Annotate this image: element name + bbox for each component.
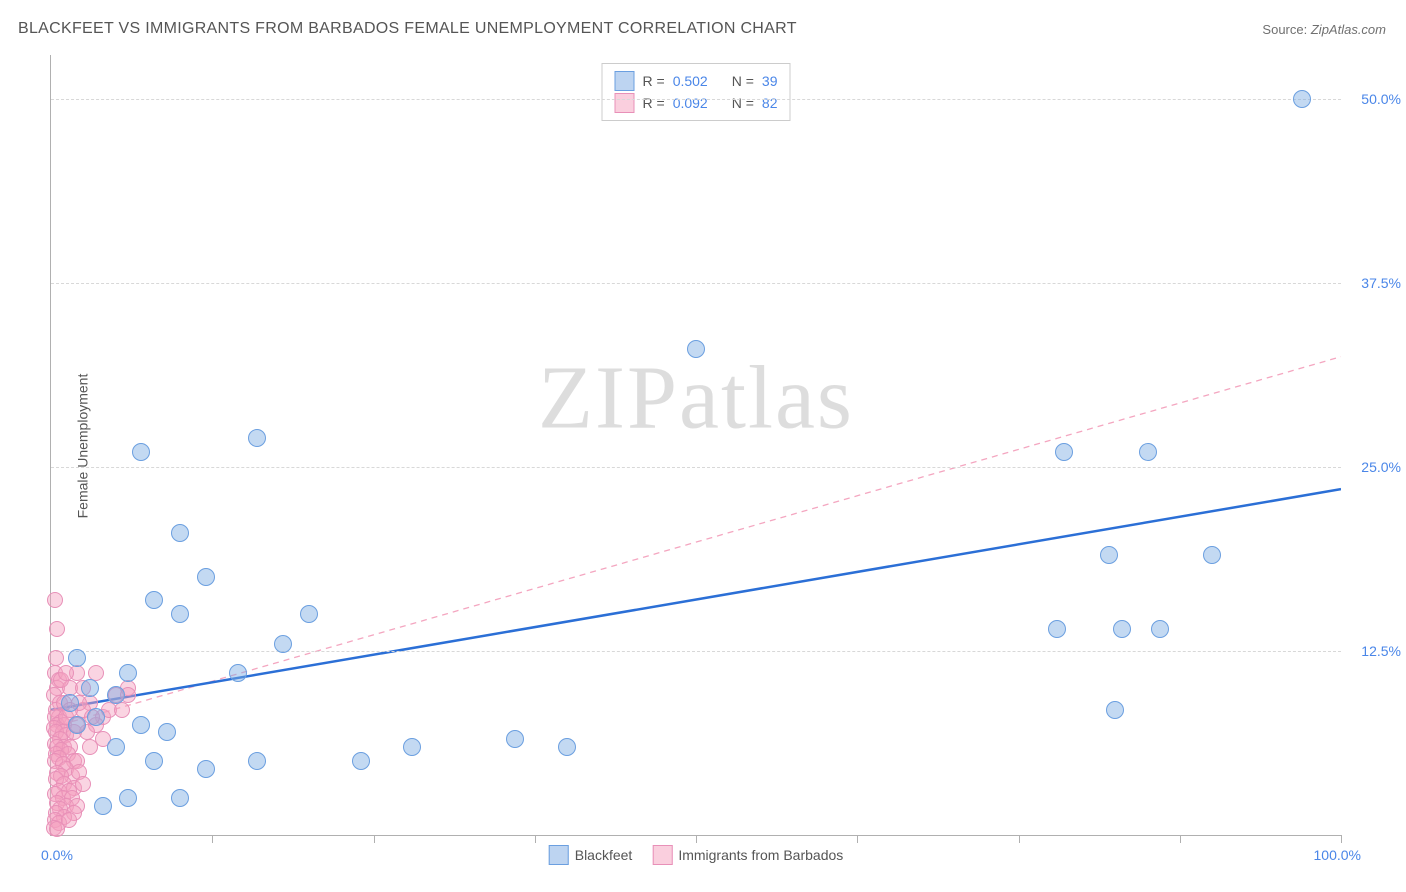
swatch-pink xyxy=(652,845,672,865)
data-point-blue xyxy=(107,686,125,704)
y-tick-label: 50.0% xyxy=(1361,91,1401,107)
data-point-pink xyxy=(47,592,63,608)
legend-stats: R = 0.502 N = 39 R = 0.092 N = 82 xyxy=(602,63,791,121)
legend-label-pink: Immigrants from Barbados xyxy=(678,847,843,863)
data-point-blue xyxy=(300,605,318,623)
data-point-blue xyxy=(68,716,86,734)
watermark-zip: ZIP xyxy=(538,349,679,448)
data-point-blue xyxy=(197,568,215,586)
data-point-blue xyxy=(145,591,163,609)
grid-line xyxy=(51,283,1341,284)
data-point-blue xyxy=(403,738,421,756)
swatch-blue xyxy=(615,71,635,91)
data-point-blue xyxy=(1106,701,1124,719)
data-point-blue xyxy=(1113,620,1131,638)
data-point-blue xyxy=(171,605,189,623)
x-tick xyxy=(857,835,858,843)
watermark-atlas: atlas xyxy=(679,349,854,448)
r-label: R = xyxy=(643,92,665,114)
legend-label-blue: Blackfeet xyxy=(575,847,633,863)
data-point-blue xyxy=(158,723,176,741)
grid-line xyxy=(51,467,1341,468)
data-point-blue xyxy=(87,708,105,726)
data-point-blue xyxy=(171,789,189,807)
source-label: Source: xyxy=(1262,22,1307,37)
source-attribution: Source: ZipAtlas.com xyxy=(1262,22,1386,37)
chart-title: BLACKFEET VS IMMIGRANTS FROM BARBADOS FE… xyxy=(18,20,797,38)
x-tick xyxy=(1180,835,1181,843)
r-value-pink: 0.092 xyxy=(673,92,708,114)
r-label: R = xyxy=(643,70,665,92)
data-point-pink xyxy=(49,821,65,837)
grid-line xyxy=(51,651,1341,652)
x-tick xyxy=(696,835,697,843)
source-value: ZipAtlas.com xyxy=(1311,22,1386,37)
data-point-blue xyxy=(1139,443,1157,461)
data-point-blue xyxy=(81,679,99,697)
data-point-blue xyxy=(1100,546,1118,564)
n-label: N = xyxy=(732,70,754,92)
data-point-blue xyxy=(1055,443,1073,461)
data-point-blue xyxy=(119,664,137,682)
data-point-pink xyxy=(75,776,91,792)
data-point-blue xyxy=(248,429,266,447)
legend-series: Blackfeet Immigrants from Barbados xyxy=(549,845,844,865)
x-tick xyxy=(212,835,213,843)
data-point-blue xyxy=(68,649,86,667)
data-point-blue xyxy=(61,694,79,712)
n-value-pink: 82 xyxy=(762,92,778,114)
data-point-blue xyxy=(145,752,163,770)
data-point-pink xyxy=(49,621,65,637)
data-point-pink xyxy=(58,665,74,681)
data-point-blue xyxy=(119,789,137,807)
legend-stats-row-blue: R = 0.502 N = 39 xyxy=(615,70,778,92)
data-point-blue xyxy=(197,760,215,778)
data-point-blue xyxy=(1293,90,1311,108)
data-point-blue xyxy=(132,716,150,734)
data-point-pink xyxy=(114,702,130,718)
data-point-pink xyxy=(48,650,64,666)
x-tick xyxy=(1019,835,1020,843)
data-point-blue xyxy=(352,752,370,770)
swatch-blue xyxy=(549,845,569,865)
x-tick xyxy=(535,835,536,843)
data-point-blue xyxy=(171,524,189,542)
data-point-blue xyxy=(248,752,266,770)
data-point-blue xyxy=(1048,620,1066,638)
x-tick-max: 100.0% xyxy=(1314,847,1361,863)
data-point-blue xyxy=(558,738,576,756)
n-value-blue: 39 xyxy=(762,70,778,92)
data-point-blue xyxy=(1151,620,1169,638)
legend-stats-row-pink: R = 0.092 N = 82 xyxy=(615,92,778,114)
x-tick-min: 0.0% xyxy=(41,847,73,863)
y-tick-label: 25.0% xyxy=(1361,459,1401,475)
data-point-blue xyxy=(132,443,150,461)
r-value-blue: 0.502 xyxy=(673,70,708,92)
grid-line xyxy=(51,99,1341,100)
watermark: ZIPatlas xyxy=(538,347,854,450)
data-point-blue xyxy=(1203,546,1221,564)
data-point-blue xyxy=(687,340,705,358)
y-tick-label: 12.5% xyxy=(1361,643,1401,659)
data-point-blue xyxy=(506,730,524,748)
legend-item-pink: Immigrants from Barbados xyxy=(652,845,843,865)
x-tick xyxy=(374,835,375,843)
plot-area: ZIPatlas R = 0.502 N = 39 R = 0.092 N = … xyxy=(50,55,1341,836)
x-tick xyxy=(1341,835,1342,843)
n-label: N = xyxy=(732,92,754,114)
chart-container: BLACKFEET VS IMMIGRANTS FROM BARBADOS FE… xyxy=(0,0,1406,892)
data-point-blue xyxy=(274,635,292,653)
data-point-blue xyxy=(107,738,125,756)
y-tick-label: 37.5% xyxy=(1361,275,1401,291)
data-point-blue xyxy=(94,797,112,815)
swatch-pink xyxy=(615,93,635,113)
data-point-blue xyxy=(229,664,247,682)
legend-item-blue: Blackfeet xyxy=(549,845,633,865)
